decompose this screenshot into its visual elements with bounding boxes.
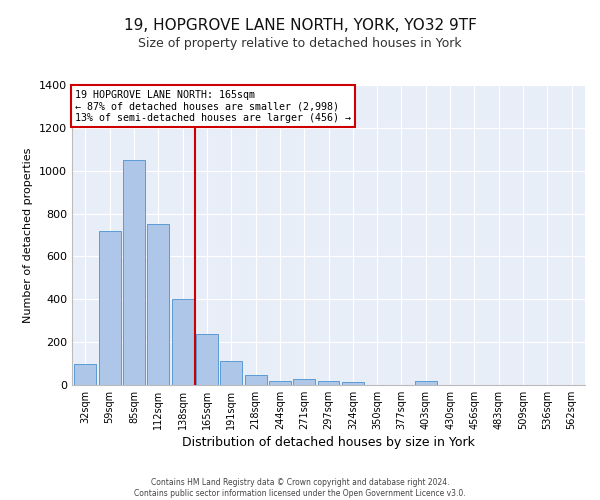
Bar <box>342 382 364 385</box>
Bar <box>317 380 340 385</box>
Text: Contains HM Land Registry data © Crown copyright and database right 2024.
Contai: Contains HM Land Registry data © Crown c… <box>134 478 466 498</box>
Y-axis label: Number of detached properties: Number of detached properties <box>23 148 34 322</box>
Text: Size of property relative to detached houses in York: Size of property relative to detached ho… <box>138 38 462 51</box>
Bar <box>196 334 218 385</box>
Bar <box>293 378 315 385</box>
Bar <box>415 380 437 385</box>
Bar <box>269 380 291 385</box>
Text: 19 HOPGROVE LANE NORTH: 165sqm
← 87% of detached houses are smaller (2,998)
13% : 19 HOPGROVE LANE NORTH: 165sqm ← 87% of … <box>74 90 350 122</box>
Bar <box>148 224 169 385</box>
Bar <box>245 376 266 385</box>
Bar <box>220 362 242 385</box>
Bar <box>123 160 145 385</box>
X-axis label: Distribution of detached houses by size in York: Distribution of detached houses by size … <box>182 436 475 449</box>
Text: 19, HOPGROVE LANE NORTH, YORK, YO32 9TF: 19, HOPGROVE LANE NORTH, YORK, YO32 9TF <box>124 18 476 32</box>
Bar <box>74 364 97 385</box>
Bar <box>172 300 194 385</box>
Bar <box>99 230 121 385</box>
